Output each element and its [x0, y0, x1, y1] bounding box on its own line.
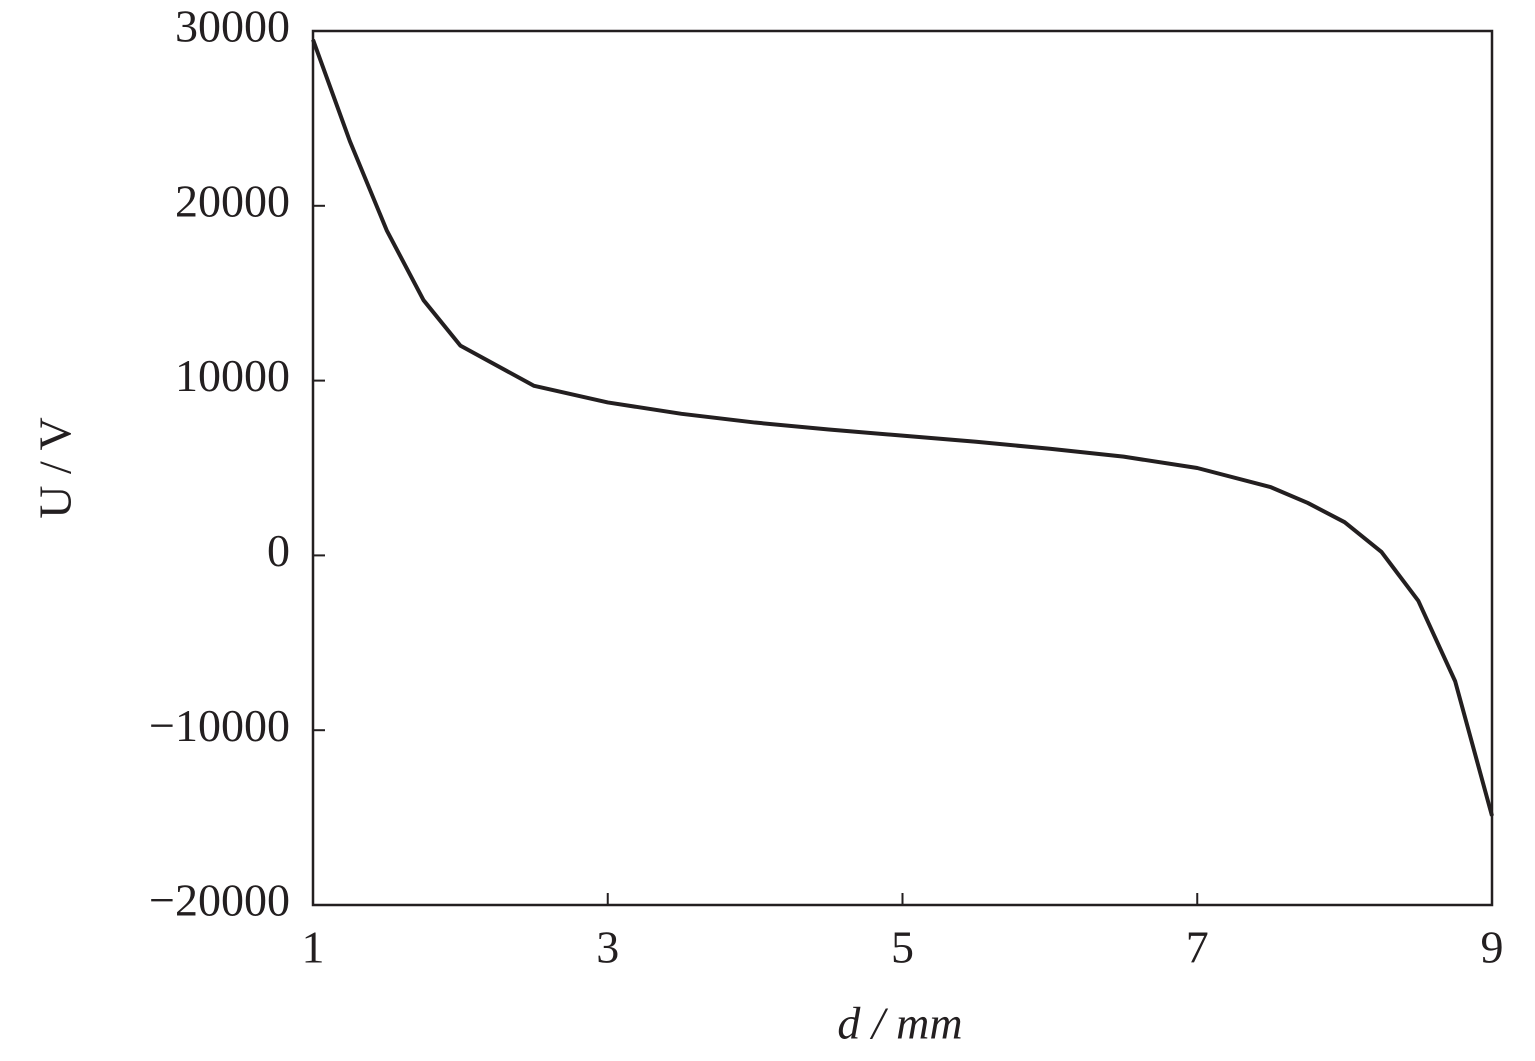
x-axis-label: d / mm [837, 998, 962, 1049]
line-series [311, 39, 1494, 817]
x-tick-label: 3 [596, 922, 619, 973]
y-tick-label: −20000 [149, 875, 290, 926]
plot-frame [311, 29, 1494, 907]
y-tick-label: 20000 [175, 175, 290, 226]
y-tick-label: 30000 [175, 1, 290, 52]
x-tick-label: 5 [891, 922, 914, 973]
y-tick-label: −10000 [149, 700, 290, 751]
y-tick-label: 10000 [175, 350, 290, 401]
x-tick-label: 9 [1481, 922, 1504, 973]
x-tick-label: 1 [302, 922, 325, 973]
y-axis-label: U / V [30, 417, 81, 518]
x-tick-label: 7 [1186, 922, 1209, 973]
y-tick-label: 0 [267, 525, 290, 576]
